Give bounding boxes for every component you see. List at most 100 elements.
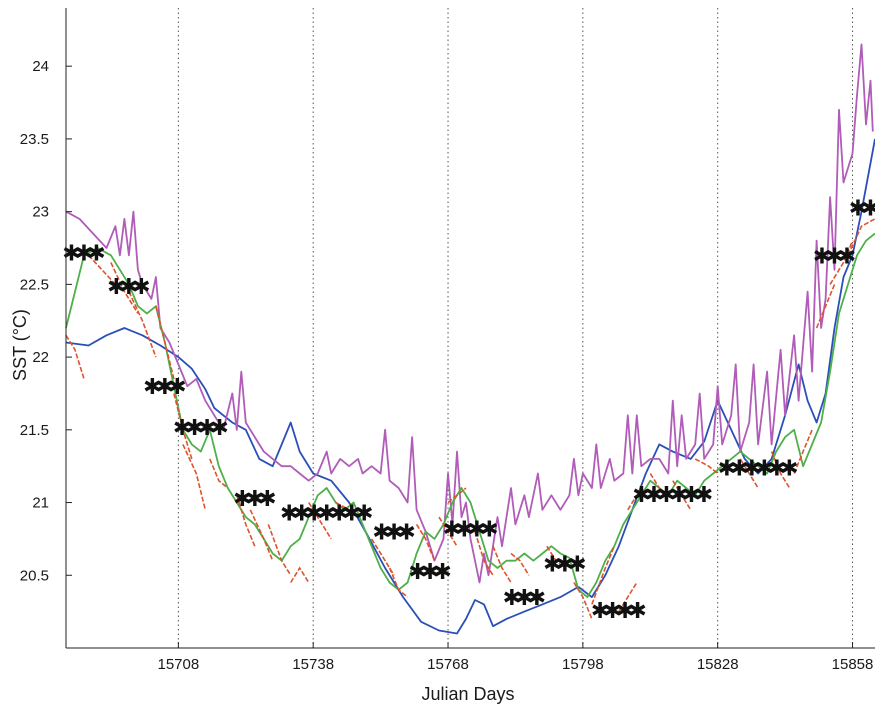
asterisk-marker: ✱ (143, 375, 161, 400)
x-tick-label: 15738 (292, 656, 334, 673)
red-segment (236, 495, 256, 547)
asterisk-marker: ✱ (825, 244, 843, 269)
asterisk-marker: ✱ (408, 560, 426, 585)
asterisk-marker: ✱ (813, 244, 831, 269)
asterisk-marker: ✱ (670, 483, 688, 508)
asterisk-marker: ✱ (528, 586, 546, 611)
asterisk-marker: ✱ (503, 586, 521, 611)
asterisk-marker: ✱ (730, 457, 748, 482)
asterisk-marker: ✱ (355, 502, 373, 527)
marker-layer: ✱✱✱✱✱✱✱✱✱✱✱✱✱✱✱✱✱✱✱✱✱✱✱✱✱✱✱✱✱✱✱✱✱✱✱✱✱✱✱✱… (62, 196, 875, 624)
asterisk-marker: ✱ (330, 502, 348, 527)
red-segment (649, 473, 669, 503)
asterisk-marker: ✱ (568, 553, 586, 578)
red-segment (847, 218, 875, 256)
vertical-reference-lines (177, 8, 854, 648)
red-segment (65, 334, 85, 380)
asterisk-marker: ✱ (645, 483, 663, 508)
asterisk-marker: ✱ (372, 521, 390, 546)
x-tick-label: 15828 (697, 656, 739, 673)
asterisk-marker: ✱ (874, 196, 875, 221)
series-line-3 (65, 232, 875, 598)
red-segment (128, 291, 157, 358)
asterisk-marker: ✱ (87, 241, 105, 266)
x-tick-label: 15708 (158, 656, 200, 673)
red-segment (815, 284, 836, 329)
asterisk-marker: ✱ (385, 521, 403, 546)
asterisk-marker: ✱ (755, 457, 773, 482)
asterisk-marker: ✱ (342, 502, 360, 527)
asterisk-marker: ✱ (62, 241, 80, 266)
red-segment (173, 393, 193, 460)
asterisk-marker: ✱ (75, 241, 93, 266)
asterisk-marker: ✱ (317, 502, 335, 527)
red-segment (739, 458, 759, 489)
asterisk-marker: ✱ (433, 560, 451, 585)
asterisk-marker: ✱ (616, 599, 634, 624)
x-axis-label: Julian Days (421, 684, 514, 704)
y-tick-label: 23.5 (20, 131, 49, 148)
red-segment (618, 582, 638, 613)
x-tick-label: 15768 (427, 656, 469, 673)
asterisk-marker: ✱ (849, 196, 867, 221)
asterisk-marker: ✱ (443, 518, 461, 543)
y-tick-label: 24 (32, 58, 49, 75)
asterisk-marker: ✱ (543, 553, 561, 578)
red-segment (474, 531, 494, 576)
y-axis-label: SST (°C) (10, 309, 30, 381)
asterisk-marker: ✱ (132, 275, 150, 300)
red-segment (415, 523, 436, 562)
x-tick-label: 15798 (562, 656, 604, 673)
asterisk-marker: ✱ (838, 244, 856, 269)
red-segment (492, 545, 512, 583)
asterisk-marker: ✱ (603, 599, 621, 624)
red-segment (267, 524, 292, 576)
asterisk-marker: ✱ (185, 416, 203, 441)
asterisk-marker: ✱ (768, 457, 786, 482)
asterisk-marker: ✱ (591, 599, 609, 624)
red-segment (155, 306, 175, 380)
asterisk-marker: ✱ (233, 487, 251, 512)
asterisk-marker: ✱ (515, 586, 533, 611)
asterisk-marker: ✱ (156, 375, 174, 400)
asterisk-marker: ✱ (421, 560, 439, 585)
asterisk-marker: ✱ (120, 275, 138, 300)
red-segment (546, 545, 566, 569)
red-segment (672, 480, 692, 511)
y-tick-label: 20.5 (20, 567, 49, 584)
asterisk-marker: ✱ (455, 518, 473, 543)
red-segment (694, 458, 719, 475)
red-segment (335, 501, 359, 518)
asterisk-marker: ✱ (682, 483, 700, 508)
asterisk-marker: ✱ (718, 457, 736, 482)
red-segment (209, 458, 229, 489)
red-segment (770, 451, 791, 489)
y-tick-label: 22.5 (20, 276, 49, 293)
asterisk-marker: ✱ (556, 553, 574, 578)
asterisk-marker: ✱ (292, 502, 310, 527)
series-layer (65, 43, 875, 635)
red-segment (627, 487, 647, 511)
red-segment (591, 545, 616, 605)
red-segment (290, 566, 310, 583)
red-segment (308, 502, 332, 540)
asterisk-marker: ✱ (632, 483, 650, 508)
red-segment (438, 516, 458, 547)
y-tick-label: 21 (32, 495, 49, 512)
red-segment (249, 509, 274, 562)
asterisk-marker: ✱ (246, 487, 264, 512)
y-tick-label: 23 (32, 204, 49, 221)
series-line-1 (65, 138, 875, 635)
asterisk-marker: ✱ (628, 599, 646, 624)
asterisk-marker: ✱ (861, 196, 875, 221)
asterisk-marker: ✱ (780, 457, 798, 482)
x-tick-label: 15858 (832, 656, 874, 673)
red-segment (829, 240, 854, 285)
red-segment (388, 567, 409, 598)
red-segment (110, 262, 139, 314)
asterisk-marker: ✱ (173, 416, 191, 441)
red-segment (182, 444, 207, 510)
y-tick-label: 22 (32, 349, 49, 366)
